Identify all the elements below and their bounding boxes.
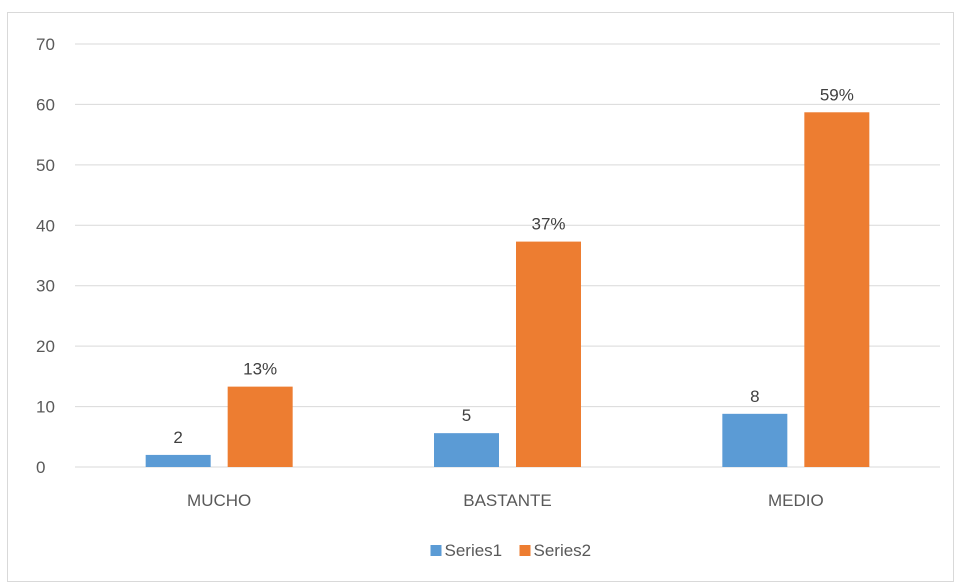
bar-series1 bbox=[722, 414, 787, 467]
legend-label: Series1 bbox=[445, 541, 503, 560]
category-label: MEDIO bbox=[768, 491, 824, 510]
y-tick-label: 30 bbox=[36, 277, 55, 296]
y-tick-label: 20 bbox=[36, 337, 55, 356]
data-label: 37% bbox=[531, 215, 565, 234]
y-tick-label: 40 bbox=[36, 216, 55, 235]
bar-series2 bbox=[516, 242, 581, 467]
data-label: 5 bbox=[462, 406, 471, 425]
data-label: 13% bbox=[243, 360, 277, 379]
bar-series1 bbox=[434, 433, 499, 467]
bars bbox=[146, 112, 870, 467]
legend-label: Series2 bbox=[534, 541, 592, 560]
data-label: 8 bbox=[750, 387, 759, 406]
bar-series1 bbox=[146, 455, 211, 467]
y-tick-label: 70 bbox=[36, 35, 55, 54]
data-label: 59% bbox=[820, 85, 854, 104]
y-tick-label: 60 bbox=[36, 95, 55, 114]
y-tick-label: 10 bbox=[36, 398, 55, 417]
y-axis-ticks: 0 10 20 30 40 50 60 70 bbox=[36, 35, 55, 477]
category-label: BASTANTE bbox=[463, 491, 551, 510]
y-tick-label: 0 bbox=[36, 458, 45, 477]
bar-series2 bbox=[228, 387, 293, 467]
category-label: MUCHO bbox=[187, 491, 251, 510]
bar-series2 bbox=[804, 112, 869, 467]
data-label: 2 bbox=[173, 428, 182, 447]
legend-swatch bbox=[520, 545, 531, 556]
legend-swatch bbox=[431, 545, 442, 556]
x-axis-categories: MUCHO BASTANTE MEDIO bbox=[187, 491, 824, 510]
y-tick-label: 50 bbox=[36, 156, 55, 175]
legend: Series1 Series2 bbox=[431, 541, 592, 560]
